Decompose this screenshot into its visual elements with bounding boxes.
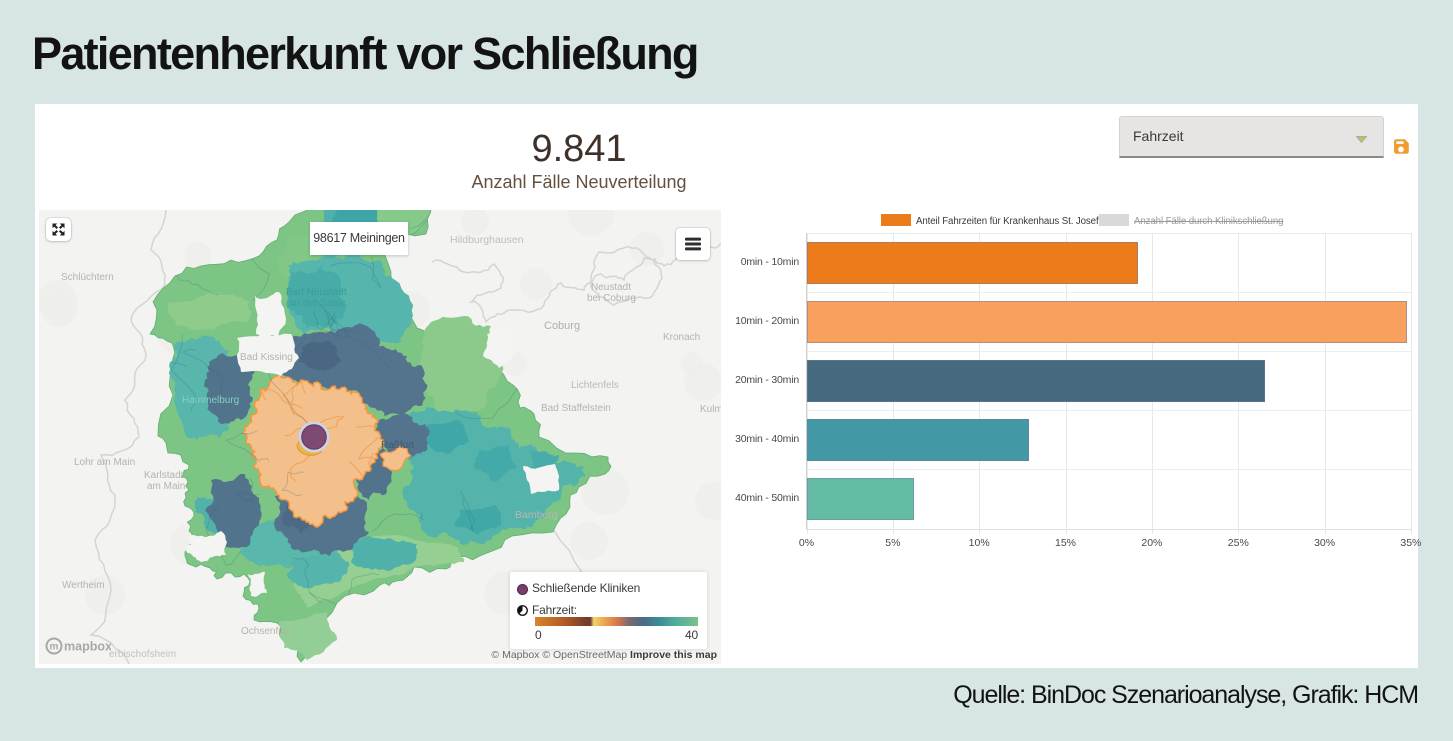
svg-text:Bad Neustadt: Bad Neustadt	[286, 287, 347, 298]
svg-text:m: m	[50, 642, 59, 653]
svg-text:Hildburghausen: Hildburghausen	[450, 234, 524, 246]
svg-text:Neustadt: Neustadt	[591, 282, 631, 293]
svg-text:mapbox: mapbox	[64, 640, 111, 654]
svg-text:bei Coburg: bei Coburg	[587, 293, 636, 304]
svg-text:Bad Kissing: Bad Kissing	[240, 352, 293, 363]
svg-text:Haßfurt: Haßfurt	[381, 440, 415, 451]
svg-text:Wertheim: Wertheim	[62, 580, 105, 591]
svg-text:Bamberg: Bamberg	[515, 509, 558, 521]
svg-text:Kulm: Kulm	[700, 404, 721, 415]
svg-text:Karlstadt: Karlstadt	[144, 470, 184, 481]
svg-text:Kronach: Kronach	[663, 332, 700, 343]
svg-text:am Main: am Main	[147, 481, 185, 492]
svg-text:Hammelburg: Hammelburg	[182, 395, 239, 406]
svg-text:Bad Staffelstein: Bad Staffelstein	[541, 403, 611, 414]
svg-text:erbischofsheim: erbischofsheim	[109, 649, 176, 660]
svg-text:an der Saale: an der Saale	[289, 298, 346, 309]
svg-text:Ochsenfurt: Ochsenfurt	[241, 626, 290, 637]
svg-text:Coburg: Coburg	[544, 320, 580, 332]
svg-text:Schlüchtern: Schlüchtern	[61, 272, 114, 283]
svg-text:Lohr am Main: Lohr am Main	[74, 457, 135, 468]
svg-text:Lichtenfels: Lichtenfels	[571, 380, 619, 391]
